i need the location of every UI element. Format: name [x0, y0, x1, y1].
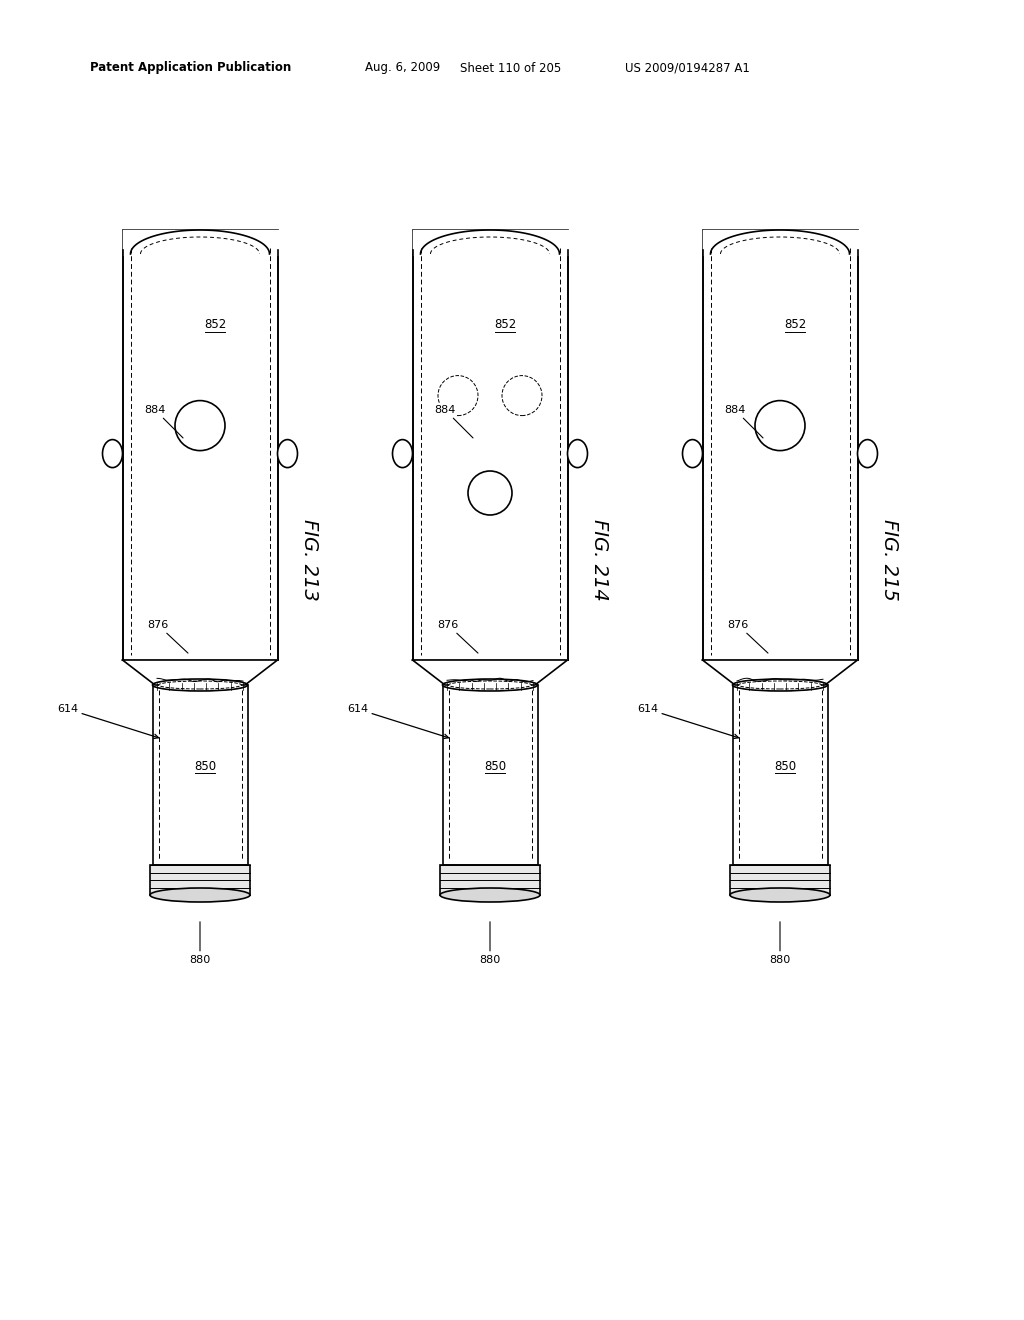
Ellipse shape — [857, 440, 878, 467]
Circle shape — [502, 376, 542, 416]
Ellipse shape — [567, 440, 588, 467]
Bar — [440, 865, 540, 895]
Text: FIG. 214: FIG. 214 — [591, 519, 609, 601]
Text: 850: 850 — [484, 759, 506, 772]
Bar — [150, 865, 250, 895]
Text: Aug. 6, 2009: Aug. 6, 2009 — [365, 62, 440, 74]
Ellipse shape — [730, 888, 830, 902]
Bar — [730, 865, 830, 895]
Circle shape — [175, 400, 225, 450]
Text: 850: 850 — [194, 759, 216, 772]
Bar — [442, 685, 538, 865]
Circle shape — [438, 376, 478, 416]
Text: Sheet 110 of 205: Sheet 110 of 205 — [460, 62, 561, 74]
Text: 884: 884 — [434, 405, 473, 438]
FancyBboxPatch shape — [702, 230, 857, 660]
Polygon shape — [413, 660, 567, 685]
Ellipse shape — [159, 681, 242, 689]
Bar — [732, 685, 827, 865]
Text: FIG. 213: FIG. 213 — [300, 519, 319, 601]
Text: 876: 876 — [727, 620, 768, 653]
Ellipse shape — [440, 888, 540, 902]
Ellipse shape — [442, 678, 538, 690]
Text: 852: 852 — [784, 318, 806, 331]
Text: 614: 614 — [347, 704, 449, 738]
Bar — [153, 685, 248, 865]
Text: 852: 852 — [494, 318, 516, 331]
Ellipse shape — [738, 681, 821, 689]
FancyBboxPatch shape — [123, 230, 278, 660]
Text: 876: 876 — [147, 620, 188, 653]
Text: 884: 884 — [724, 405, 763, 438]
Text: 876: 876 — [437, 620, 478, 653]
Circle shape — [468, 471, 512, 515]
Text: FIG. 215: FIG. 215 — [881, 519, 899, 601]
Ellipse shape — [102, 440, 123, 467]
Text: 880: 880 — [189, 921, 211, 965]
Ellipse shape — [392, 440, 413, 467]
Ellipse shape — [278, 440, 298, 467]
Text: Patent Application Publication: Patent Application Publication — [90, 62, 291, 74]
Ellipse shape — [153, 678, 248, 690]
Polygon shape — [123, 660, 278, 685]
Text: 852: 852 — [204, 318, 226, 331]
Text: 614: 614 — [637, 704, 738, 738]
Text: US 2009/0194287 A1: US 2009/0194287 A1 — [625, 62, 750, 74]
Ellipse shape — [449, 681, 531, 689]
Text: 614: 614 — [57, 704, 159, 738]
Polygon shape — [702, 660, 857, 685]
FancyBboxPatch shape — [413, 230, 567, 660]
Ellipse shape — [150, 888, 250, 902]
Circle shape — [755, 400, 805, 450]
Text: 850: 850 — [774, 759, 796, 772]
Ellipse shape — [683, 440, 702, 467]
Text: 884: 884 — [144, 405, 183, 438]
Ellipse shape — [732, 678, 827, 690]
Text: 880: 880 — [479, 921, 501, 965]
Text: 880: 880 — [769, 921, 791, 965]
